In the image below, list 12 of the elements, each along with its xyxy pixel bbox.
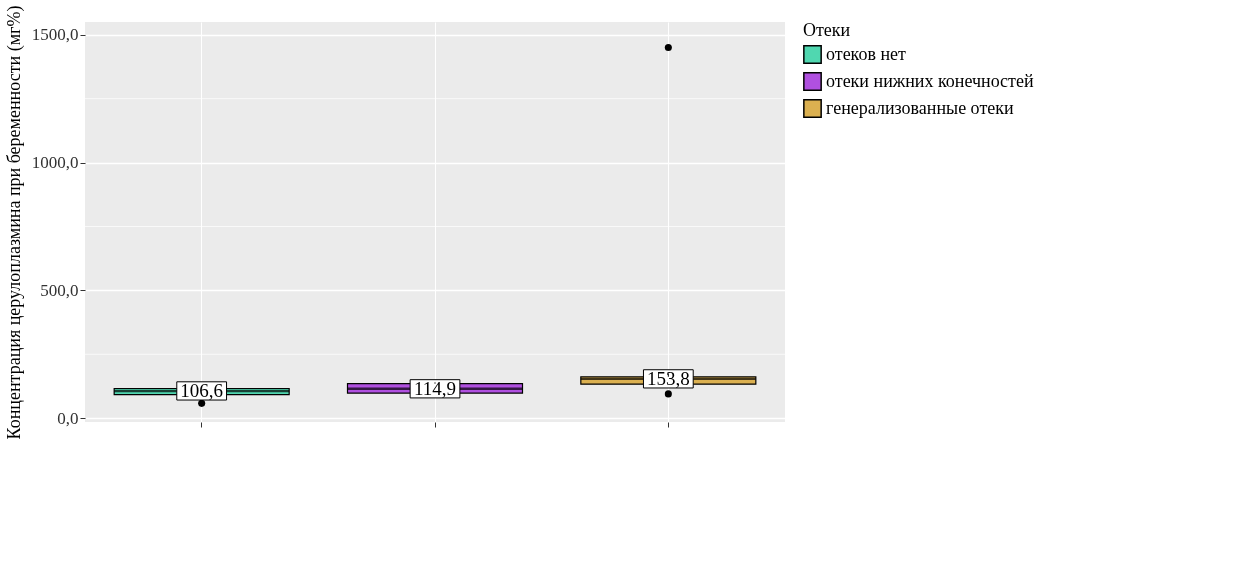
- legend-title: Отеки: [803, 20, 851, 40]
- legend-label: отеков нет: [826, 43, 907, 64]
- y-tick-label: 1000,0: [31, 153, 79, 173]
- text: 153,8: [646, 367, 690, 389]
- y-tick-label: 0,0: [57, 408, 79, 428]
- y-axis-title: Концентрация церулоплазмина при беременности (мг%): [3, 5, 25, 440]
- y-tick-label: 500,0: [40, 280, 79, 300]
- y-tick-label: 1500,0: [31, 25, 79, 45]
- legend-label: генерализованные отеки: [826, 97, 1014, 118]
- text: 106,6: [180, 379, 224, 401]
- legend-label: отеки нижних конечностей: [826, 70, 1034, 91]
- text: 114,9: [413, 377, 457, 399]
